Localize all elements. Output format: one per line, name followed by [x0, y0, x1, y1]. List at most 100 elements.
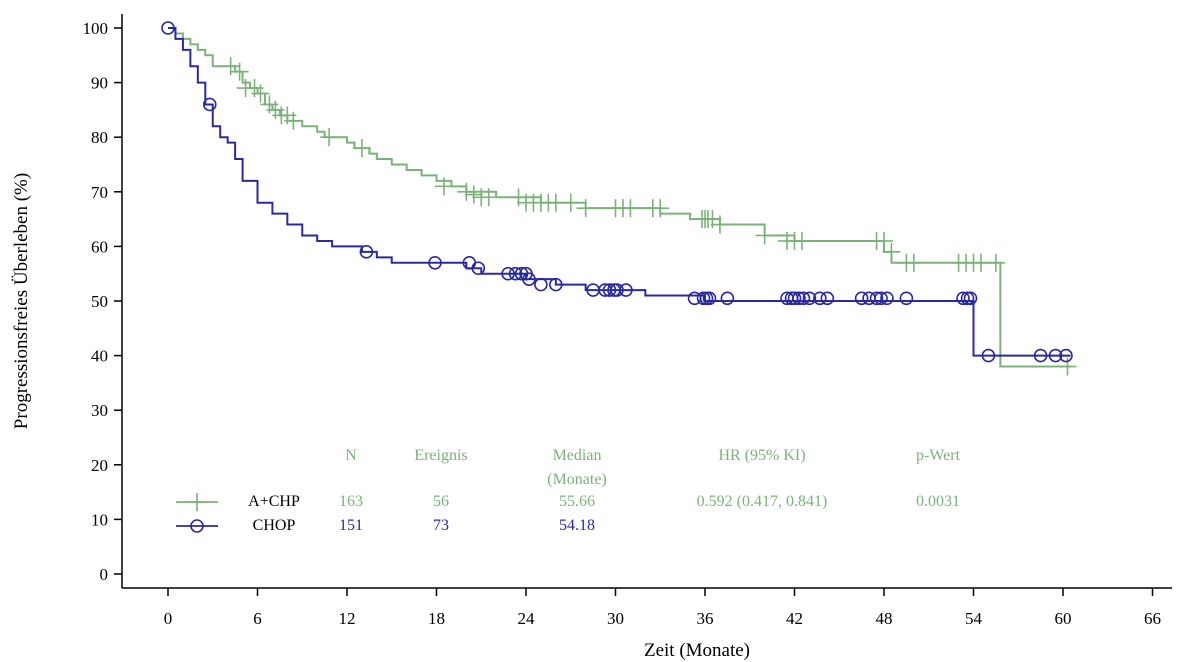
x-ticks: 0 6 12 18 24 30 36 42 48 54 60 66: [164, 588, 1161, 628]
censor-marker: [501, 266, 515, 281]
x-tick-label: 54: [965, 609, 983, 628]
table-cell-n: 163: [339, 493, 363, 510]
table-row: CHOP 151 73 54.18: [176, 517, 595, 534]
censor-marker: [1048, 348, 1063, 363]
censor-marker: [619, 283, 633, 297]
table-cell-median: 54.18: [559, 517, 595, 534]
censor-marker: [854, 291, 869, 306]
censor-marker: [359, 245, 374, 259]
censor-marker: [561, 193, 580, 212]
x-tick-label: 12: [339, 609, 356, 628]
censor-marker: [899, 291, 914, 306]
censor-marker: [1059, 348, 1073, 363]
table-cell-median: 55.66: [559, 493, 595, 510]
x-tick-label: 0: [164, 609, 173, 628]
table-row: A+CHP 163 56 55.66 0.592 (0.417, 0.841) …: [176, 493, 960, 511]
censor-marker: [986, 253, 1005, 272]
y-tick-label: 70: [91, 183, 108, 202]
censor-marker: [703, 210, 722, 229]
y-tick-label: 60: [91, 237, 108, 256]
censor-marker: [471, 261, 486, 276]
legend-marker-plus: [188, 493, 206, 511]
summary-table: N Ereignis Median (Monate) HR (95% KI) p…: [176, 447, 961, 534]
censor-marker: [534, 277, 548, 292]
legend-marker-circle: [190, 519, 204, 533]
censor-marker: [882, 242, 901, 261]
censor-marker: [874, 291, 888, 306]
table-cell-events: 56: [433, 493, 449, 510]
series-chop: [161, 21, 1073, 363]
legend-label-achp: A+CHP: [248, 493, 300, 510]
y-tick-label: 50: [91, 292, 108, 311]
censor-marker: [457, 182, 476, 201]
censor-marker: [230, 62, 249, 81]
x-tick-label: 60: [1055, 609, 1072, 628]
censor-marker: [787, 291, 802, 306]
series-layer: [161, 21, 1077, 376]
x-axis-title: Zeit (Monate): [644, 640, 750, 661]
table-header-median-unit: (Monate): [547, 471, 607, 488]
censor-marker: [702, 291, 717, 306]
censor-marker: [710, 215, 729, 234]
censor-marker: [464, 185, 483, 204]
table-cell-p: 0.0031: [916, 493, 960, 510]
legend-label-chop: CHOP: [253, 517, 296, 534]
censor-marker: [509, 188, 528, 207]
censor-marker: [251, 84, 270, 103]
censor-marker: [963, 291, 978, 306]
x-tick-label: 36: [697, 609, 714, 628]
censor-marker: [508, 266, 523, 281]
table-cell-hr: 0.592 (0.417, 0.841): [697, 493, 828, 510]
censor-marker: [802, 291, 817, 306]
censor-marker: [869, 291, 884, 306]
censor-marker: [610, 283, 624, 297]
x-tick-label: 30: [607, 609, 624, 628]
table-header-n: N: [345, 447, 357, 464]
censor-marker: [699, 291, 714, 306]
y-tick-label: 10: [91, 510, 108, 529]
censor-marker: [161, 21, 175, 35]
y-tick-label: 90: [91, 74, 108, 93]
censor-marker: [956, 291, 970, 306]
y-tick-label: 20: [91, 456, 108, 475]
censor-marker: [202, 97, 217, 112]
table-cell-events: 73: [433, 517, 449, 534]
censor-marker: [813, 291, 827, 306]
y-tick-label: 0: [100, 565, 109, 584]
x-tick-label: 48: [876, 609, 893, 628]
censor-marker: [434, 177, 453, 196]
censor-marker: [651, 199, 670, 218]
table-header-hr: HR (95% KI): [718, 447, 805, 464]
censor-marker: [904, 253, 923, 272]
axes: 0 10 20 30 40 50 60 70 80 90 100 0 6 12 18 24 30 36 42 48 5…: [11, 14, 1172, 661]
censor-marker: [792, 231, 811, 250]
y-tick-label: 100: [83, 19, 109, 38]
series-achp: [168, 27, 1077, 376]
censor-marker: [1033, 348, 1048, 363]
censor-marker: [981, 348, 996, 363]
series-line: [168, 27, 1071, 357]
y-tick-label: 30: [91, 401, 108, 420]
censor-marker: [880, 291, 894, 306]
x-tick-label: 24: [518, 609, 536, 628]
censor-marker: [522, 272, 536, 286]
censor-marker: [352, 139, 371, 158]
censor-marker: [549, 277, 563, 292]
censor-marker: [1058, 357, 1077, 376]
table-cell-n: 151: [339, 517, 363, 534]
censor-marker: [576, 199, 595, 218]
table-header-events: Ereignis: [414, 447, 467, 464]
table-header-median: Median: [553, 447, 602, 464]
censor-marker: [796, 291, 811, 306]
censor-marker: [320, 128, 339, 147]
censor-marker: [284, 111, 303, 130]
x-tick-label: 18: [428, 609, 445, 628]
censor-marker: [875, 231, 893, 250]
x-tick-label: 66: [1144, 609, 1161, 628]
censor-marker: [479, 188, 498, 207]
censor-marker: [428, 255, 442, 270]
table-header-p: p-Wert: [916, 447, 961, 464]
x-tick-label: 42: [786, 609, 803, 628]
